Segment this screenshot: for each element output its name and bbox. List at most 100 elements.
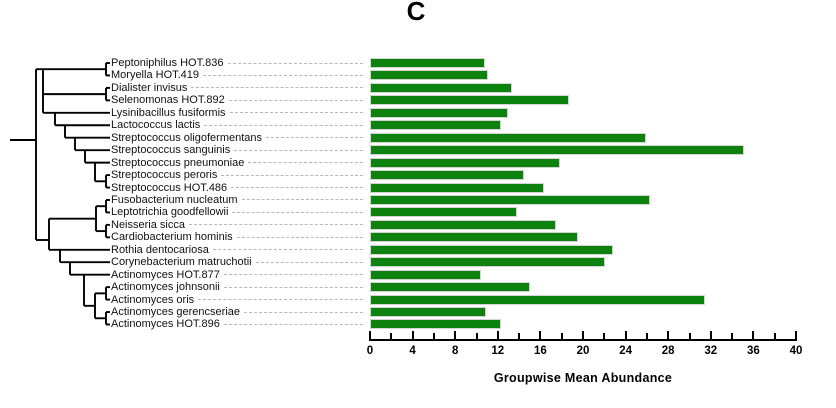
leader-line: [248, 162, 363, 164]
axis-tick-label: 32: [704, 345, 718, 357]
species-label: Neisseria sicca: [111, 218, 185, 231]
axis-major-tick: [411, 331, 414, 341]
species-label: Actinomyces HOT.896: [111, 318, 220, 331]
species-row: Cardiobacterium hominis: [110, 231, 366, 243]
axis-minor-tick: [390, 333, 393, 341]
bar: [370, 232, 578, 243]
panel-label: C: [406, 0, 426, 26]
axis-major-tick: [539, 331, 542, 341]
species-label: Lactococcus lactis: [111, 119, 201, 132]
species-row: Streptococcus oligofermentans: [110, 132, 366, 144]
leader-line: [223, 286, 363, 288]
species-label: Rothia dentocariosa: [111, 243, 209, 256]
x-axis-title: Groupwise Mean Abundance: [493, 371, 673, 385]
leader-line: [234, 149, 363, 151]
bar: [370, 95, 570, 106]
species-label: Peptoniphilus HOT.836: [111, 57, 224, 69]
species-row: Streptococcus sanguinis: [110, 144, 366, 156]
axis-tick-label: 16: [533, 345, 547, 357]
axis-minor-tick: [432, 333, 435, 341]
species-label: Streptococcus peroris: [111, 169, 218, 182]
axis-major-tick: [496, 331, 499, 341]
bar: [370, 58, 486, 68]
bar: [370, 145, 744, 156]
leader-line: [204, 124, 363, 126]
bar: [370, 319, 501, 330]
bar: [370, 269, 481, 280]
species-label: Fusobacterium nucleatum: [111, 193, 238, 206]
species-label: Dialister invisus: [111, 81, 188, 94]
bar: [370, 182, 544, 193]
axis-minor-tick: [560, 333, 563, 341]
bar: [370, 194, 651, 205]
leader-line: [227, 62, 363, 64]
species-row: Actinomyces oris: [110, 294, 366, 306]
leader-line: [198, 299, 363, 301]
species-row: Moryella HOT.419: [110, 69, 366, 81]
species-row: Lactococcus lactis: [110, 119, 366, 131]
species-row: Rothia dentocariosa: [110, 244, 366, 256]
species-row: Actinomyces gerencseriae: [110, 306, 366, 318]
axis-major-tick: [624, 331, 627, 341]
species-row: Fusobacterium nucleatum: [110, 194, 366, 206]
bar: [370, 132, 646, 143]
bar: [370, 294, 706, 305]
bar: [370, 282, 530, 293]
axis-minor-tick: [731, 333, 734, 341]
species-row: Peptoniphilus HOT.836: [110, 57, 366, 69]
species-row: Actinomyces HOT.877: [110, 269, 366, 281]
species-label: Selenomonas HOT.892: [111, 94, 225, 107]
species-label: Actinomyces HOT.877: [111, 268, 220, 281]
species-label: Corynebacterium matruchotii: [111, 256, 252, 269]
leader-line: [255, 261, 363, 263]
leader-line: [191, 87, 363, 89]
leader-line: [221, 174, 363, 176]
species-row: Selenomonas HOT.892: [110, 94, 366, 106]
axis-major-tick: [582, 331, 584, 341]
leader-line: [203, 74, 363, 76]
axis-tick-label: 20: [576, 345, 590, 357]
leader-line: [236, 236, 363, 238]
leader-line: [228, 99, 363, 101]
species-row: Leptotrichia goodfellowii: [110, 206, 366, 218]
species-row: Corynebacterium matruchotii: [110, 256, 366, 268]
axis-tick-label: 24: [619, 345, 632, 357]
bar: [370, 107, 509, 118]
bar: [370, 170, 525, 181]
species-label: Streptococcus HOT.486: [111, 181, 228, 194]
leader-line: [232, 211, 363, 213]
bar: [370, 70, 489, 81]
axis-minor-tick: [518, 333, 521, 341]
axis-major-tick: [454, 331, 457, 341]
leader-line: [223, 274, 363, 276]
axis-major-tick: [752, 331, 755, 341]
axis-tick-label: 0: [366, 345, 374, 357]
bar: [370, 244, 613, 255]
species-row: Streptococcus pneumoniae: [110, 157, 366, 169]
leader-line: [223, 323, 363, 325]
species-row: Actinomyces HOT.896: [110, 318, 366, 330]
species-row: Dialister invisus: [110, 82, 366, 94]
axis-minor-tick: [645, 333, 648, 341]
species-label: Lysinibacillus fusiformis: [111, 106, 226, 119]
axis-tick-label: 8: [451, 345, 459, 357]
bar: [370, 120, 501, 131]
leader-line: [188, 224, 363, 226]
axis-minor-tick: [475, 333, 478, 341]
bar: [370, 82, 512, 93]
bar: [370, 207, 517, 218]
bar: [370, 157, 560, 168]
axis-minor-tick: [603, 333, 606, 341]
leader-line: [229, 112, 363, 114]
axis-tick-label: 4: [409, 345, 416, 357]
species-label: Streptococcus oligofermentans: [111, 131, 263, 144]
bar: [370, 257, 606, 268]
species-label: Actinomyces johnsonii: [111, 281, 220, 294]
leader-line: [244, 311, 363, 313]
axis-major-tick: [795, 331, 797, 341]
species-row: Streptococcus HOT.486: [110, 182, 366, 194]
leader-line: [231, 187, 363, 189]
leader-line: [266, 137, 363, 139]
